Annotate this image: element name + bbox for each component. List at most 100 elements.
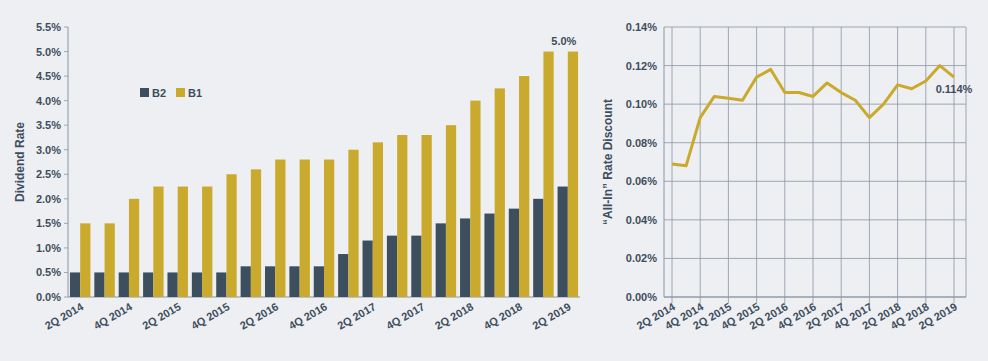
y-tick-label: 4.5%	[36, 70, 61, 82]
y-tick-label: 3.5%	[36, 119, 61, 131]
legend-label: B2	[152, 87, 166, 99]
bar	[495, 88, 505, 297]
y-tick-label: 2.5%	[36, 168, 61, 180]
bar	[192, 272, 202, 297]
bar	[105, 223, 115, 297]
plot-marks	[672, 66, 954, 166]
bar	[373, 142, 383, 297]
bar	[436, 223, 446, 297]
grid-line	[784, 27, 785, 303]
grid-line	[664, 297, 966, 298]
x-tick-label: 2Q 2018	[433, 300, 476, 331]
y-tick-label: 0.02%	[626, 252, 657, 264]
bar	[484, 214, 494, 297]
grid-line	[664, 219, 966, 220]
y-tick-label: 0.0%	[36, 291, 61, 303]
grid-line	[925, 27, 926, 303]
bar	[178, 187, 188, 297]
bar	[241, 266, 251, 297]
tick-mark	[64, 149, 68, 150]
x-tick-label: 4Q 2017	[384, 300, 427, 331]
legend-swatch	[176, 88, 185, 97]
plot-frame	[966, 27, 967, 297]
bar	[275, 160, 285, 297]
bar	[509, 209, 519, 297]
x-axis-line	[664, 297, 966, 298]
y-axis-title: Dividend Rate	[13, 122, 27, 202]
bar	[80, 223, 90, 297]
grid-line	[954, 27, 955, 303]
grid-line	[756, 27, 757, 303]
bar	[289, 266, 299, 297]
chart-canvas: 0.0%0.5%1.0%1.5%2.0%2.5%3.0%3.5%4.0%4.5%…	[0, 0, 988, 361]
grid-line	[700, 27, 701, 303]
y-tick-label: 0.00%	[626, 291, 657, 303]
bar	[387, 236, 397, 297]
grid-line	[728, 27, 729, 303]
bar	[216, 272, 226, 297]
tick-mark	[64, 247, 68, 248]
x-tick-label: 4Q 2018	[481, 300, 524, 331]
bar	[226, 174, 236, 297]
y-tick-label: 0.04%	[626, 214, 657, 226]
bar	[167, 272, 177, 297]
y-tick-label: 5.0%	[36, 46, 61, 58]
y-tick-label: 0.06%	[626, 175, 657, 187]
annotation: 0.114%	[936, 83, 973, 95]
y-tick-label: 3.0%	[36, 144, 61, 156]
legend-swatch	[140, 88, 149, 97]
tick-mark	[64, 100, 68, 101]
bar	[568, 52, 578, 297]
tick-mark	[64, 76, 68, 77]
grid-line	[869, 27, 870, 303]
bar	[470, 101, 480, 297]
bar	[324, 160, 334, 297]
x-tick-label: 2Q 2019	[916, 300, 959, 331]
grid-line	[664, 181, 966, 182]
y-axis-line	[68, 27, 69, 297]
grid-line	[664, 65, 966, 66]
tick-mark	[64, 125, 68, 126]
tick-mark	[64, 198, 68, 199]
bar	[119, 272, 129, 297]
bar	[314, 266, 324, 297]
line	[672, 66, 954, 166]
bar	[533, 199, 543, 297]
bar	[129, 199, 139, 297]
bar	[363, 241, 373, 297]
x-tick-label: 2Q 2015	[140, 300, 183, 331]
bar	[265, 266, 275, 297]
y-tick-label: 2.0%	[36, 193, 61, 205]
bar	[460, 218, 470, 297]
bar	[251, 169, 261, 297]
bar	[558, 187, 568, 297]
bar	[300, 160, 310, 297]
bar	[94, 272, 104, 297]
plot-marks	[70, 52, 578, 297]
grid-line	[664, 27, 966, 28]
x-tick-label: 2Q 2017	[335, 300, 378, 331]
tick-mark	[64, 51, 68, 52]
x-tick-label: 4Q 2016	[286, 300, 329, 331]
legend-label: B1	[188, 87, 202, 99]
bar	[446, 125, 456, 297]
y-tick-label: 0.14%	[626, 21, 657, 33]
annotation: 5.0%	[551, 35, 576, 47]
bar	[397, 135, 407, 297]
grid-line	[841, 27, 842, 303]
grid-line	[664, 142, 966, 143]
grid-line	[664, 258, 966, 259]
bar	[348, 150, 358, 297]
x-tick-label: 2Q 2016	[238, 300, 281, 331]
x-tick-label: 2Q 2019	[530, 300, 573, 331]
y-tick-label: 0.5%	[36, 266, 61, 278]
tick-mark	[64, 272, 68, 273]
x-tick-label: 4Q 2015	[189, 300, 232, 331]
bar	[411, 236, 421, 297]
y-tick-label: 5.5%	[36, 21, 61, 33]
y-tick-label: 0.12%	[626, 60, 657, 72]
tick-mark	[64, 27, 68, 28]
y-axis-line	[664, 27, 665, 297]
x-tick-label: 4Q 2014	[91, 300, 134, 332]
bar	[70, 272, 80, 297]
